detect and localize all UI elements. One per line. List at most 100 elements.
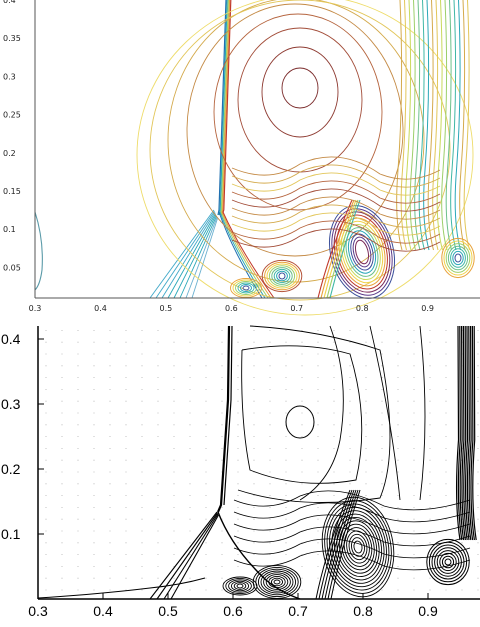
middle-wave-contour — [231, 204, 441, 228]
upper-cell-contour — [419, 325, 426, 501]
right-vortex-contour — [426, 538, 470, 586]
secondary-vortex-contour — [268, 265, 296, 287]
top-y-tick-labels: 0.05 0.1 0.15 0.2 0.25 0.3 0.35 0.4 — [3, 0, 21, 272]
bottom-y-tick-label: 0.4 — [1, 331, 21, 347]
small-vortex-contour — [230, 580, 250, 592]
middle-wave-contour — [231, 156, 441, 180]
right-band-contour — [441, 0, 448, 251]
middle-wave-contour — [231, 220, 441, 244]
reflected-shock-line — [217, 511, 301, 600]
secondary-vortex-contour — [270, 577, 284, 587]
bottom-x-tick-labels: 0.3 0.4 0.5 0.6 0.7 0.8 0.9 — [28, 593, 438, 619]
secondary-vortex-contour — [263, 572, 291, 592]
middle-wave-contour — [231, 164, 441, 188]
small-vortex-contour — [237, 282, 255, 294]
middle-wave-contour — [231, 228, 441, 252]
top-x-tick-label: 0.7 — [290, 304, 303, 313]
oblique-shock-line — [149, 511, 218, 600]
right-band-contour — [463, 0, 470, 251]
slanted-band-contour — [324, 489, 357, 600]
colored-contour-panel: 0.050.10.150.20.250.30.350.4 0.3 0.4 0.5 0.… — [3, 0, 480, 316]
main-vortex-contour — [336, 516, 380, 578]
middle-wave-contour — [233, 514, 471, 535]
main-vortex-contour — [352, 236, 372, 268]
bottom-plot-background — [38, 326, 480, 599]
middle-wave-contour — [231, 180, 441, 204]
small-vortex-contour — [236, 583, 244, 589]
secondary-vortex-contour — [266, 263, 298, 289]
small-vortex-contour — [225, 577, 255, 595]
bottom-x-tick-label: 0.3 — [28, 603, 48, 619]
right-vortex-contour — [447, 245, 469, 271]
main-shock-line — [217, 0, 227, 216]
bottom-x-tick-label: 0.4 — [93, 603, 113, 619]
secondary-vortex-contour — [276, 270, 288, 282]
top-y-tick-label: 0.4 — [3, 0, 16, 5]
oblique-shock-line — [167, 213, 216, 299]
slanted-band-contour — [323, 199, 357, 299]
top-x-tick-labels: 0.3 0.4 0.5 0.6 0.7 0.8 0.9 — [29, 304, 434, 313]
right-vortex-contour — [445, 243, 471, 273]
reflected-shock-line — [222, 211, 275, 299]
right-band-contour — [400, 0, 407, 251]
small-vortex-contour — [232, 279, 260, 297]
bottom-y-tick-label: 0.1 — [1, 526, 21, 542]
middle-wave-contour — [231, 188, 441, 212]
main-vortex-contour — [333, 211, 391, 293]
oblique-shock-line — [191, 218, 218, 299]
right-band-contour — [459, 0, 466, 251]
secondary-vortex-contour — [278, 272, 286, 280]
oblique-shock-line — [173, 214, 217, 299]
bottom-y-tick-label: 0.3 — [1, 396, 21, 412]
right-vortex-contour — [441, 237, 475, 279]
main-shock-line — [223, 325, 233, 506]
slanted-band-contour — [330, 489, 361, 600]
right-vortex-contour — [454, 253, 462, 263]
right-band-contour — [396, 0, 403, 251]
right-band-contour — [418, 0, 425, 251]
middle-wave-contour — [231, 212, 441, 236]
right-band-contour — [414, 0, 421, 251]
top-y-tick-label: 0.2 — [3, 149, 16, 158]
small-vortex-contour — [240, 284, 252, 292]
right-vortex-contour — [443, 240, 473, 276]
small-vortex-contour — [233, 582, 247, 590]
main-shock-line — [216, 325, 231, 513]
oblique-shock-line — [156, 512, 218, 600]
top-y-tick-label: 0.05 — [3, 263, 21, 272]
right-band-contour — [464, 325, 470, 541]
upper-loop-contour — [167, 0, 425, 283]
upper-loop-contour — [136, 0, 474, 316]
secondary-vortex-contour — [265, 574, 289, 590]
top-y-tick-label: 0.35 — [3, 34, 21, 43]
top-x-tick-label: 0.6 — [225, 304, 238, 313]
bottom-boundary-contour — [37, 577, 206, 599]
top-x-tick-label: 0.8 — [356, 304, 369, 313]
right-vortex-contour — [436, 550, 460, 574]
right-band-contour — [409, 0, 416, 251]
secondary-vortex-contour — [264, 261, 300, 291]
top-contour-lines — [34, 0, 475, 316]
slanted-band-contour — [326, 199, 359, 299]
upper-loop-contour — [261, 46, 339, 138]
main-vortex-contour — [353, 540, 363, 554]
right-band-contour — [470, 325, 475, 541]
right-vortex-contour — [444, 558, 452, 566]
middle-wave-contour — [233, 502, 471, 523]
bottom-x-tick-label: 0.9 — [418, 603, 438, 619]
upper-loop-contour — [213, 13, 383, 211]
main-vortex-contour — [348, 533, 368, 561]
secondary-vortex-contour — [273, 579, 281, 585]
right-band-contour — [423, 0, 430, 251]
upper-cell-contour — [237, 325, 391, 503]
bottom-x-tick-label: 0.8 — [353, 603, 373, 619]
main-vortex-contour — [347, 230, 377, 274]
slanted-band-contour — [318, 489, 353, 600]
small-vortex-contour — [222, 576, 258, 596]
upper-cell-contour — [299, 325, 344, 501]
right-band-contour — [427, 0, 434, 251]
middle-wave-contour — [233, 526, 471, 547]
main-vortex-contour — [345, 227, 379, 277]
secondary-vortex-contour — [260, 570, 294, 594]
bottom-y-tick-label: 0.2 — [1, 461, 21, 477]
